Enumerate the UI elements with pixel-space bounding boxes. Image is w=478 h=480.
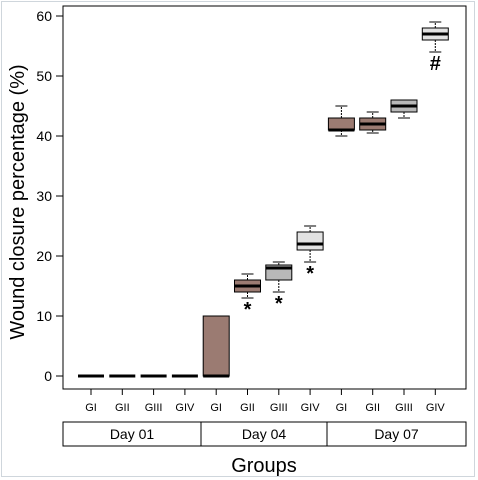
- box-body: [327, 117, 355, 131]
- y-tick-label: 50: [36, 68, 52, 84]
- box-day-04-giii: *: [265, 261, 293, 315]
- y-axis-title: Wound closure percentage (%): [7, 64, 29, 339]
- group-label: Day 01: [110, 426, 155, 442]
- y-tick-label: 20: [36, 248, 52, 264]
- x-category-label: GI: [336, 402, 348, 414]
- x-axis: GI GII GIII GIV GI GII GIII GIV GI GII GIII GIV: [85, 389, 445, 414]
- box-day-04-giv: *: [296, 225, 324, 285]
- box-day-07-giii: [390, 99, 418, 119]
- significance-marker: *: [244, 299, 252, 321]
- y-tick-label: 30: [36, 188, 52, 204]
- box-body: [296, 231, 324, 251]
- x-axis-title: Groups: [231, 455, 297, 477]
- x-category-label: GII: [365, 402, 380, 414]
- x-category-label: GI: [210, 402, 222, 414]
- x-category-label: GIII: [145, 402, 163, 414]
- plot-area: [62, 5, 467, 390]
- y-tick-label: 10: [36, 308, 52, 324]
- y-tick-label: 40: [36, 128, 52, 144]
- y-tick-label: 60: [36, 8, 52, 24]
- significance-marker: #: [430, 53, 441, 75]
- significance-marker: *: [306, 263, 314, 285]
- y-axis: 0 10 20 30 40 50 60: [36, 8, 63, 384]
- x-category-label: GIV: [301, 402, 321, 414]
- group-band: Day 01 Day 04 Day 07: [62, 421, 467, 447]
- x-category-label: GI: [85, 402, 97, 414]
- significance-marker: *: [275, 293, 283, 315]
- box-day-07-gii: [359, 111, 387, 134]
- y-tick-label: 0: [44, 368, 52, 384]
- box-day-04-gi: [202, 315, 230, 378]
- group-band-box: [62, 421, 467, 447]
- box-day-07-gi: [327, 105, 355, 137]
- group-label: Day 07: [374, 426, 419, 442]
- box-day-04-gii: *: [234, 273, 261, 321]
- x-category-label: GIII: [270, 402, 288, 414]
- x-category-label: GIII: [395, 402, 413, 414]
- x-category-label: GIV: [175, 402, 195, 414]
- x-category-label: GII: [240, 402, 255, 414]
- x-category-label: GII: [115, 402, 130, 414]
- boxes: * * * #: [78, 21, 449, 378]
- x-category-label: GIV: [426, 402, 446, 414]
- group-label: Day 04: [242, 426, 287, 442]
- box-day-07-giv: #: [421, 21, 449, 75]
- box-body: [202, 315, 230, 377]
